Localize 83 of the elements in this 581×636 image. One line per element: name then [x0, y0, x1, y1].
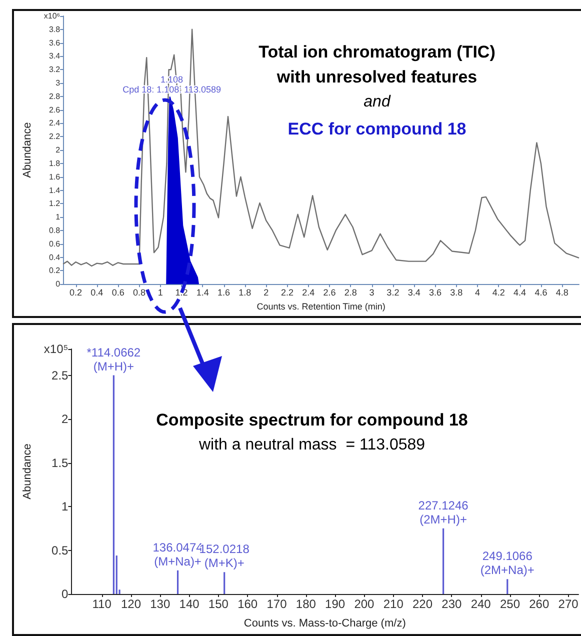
x-axis-title: Counts vs. Retention Time (min)	[256, 302, 386, 312]
x-tick-label: 260	[529, 597, 550, 611]
x-tick-label: 3.6	[428, 288, 442, 298]
y-tick-label: 2	[56, 146, 61, 155]
y-tick-label: 0.4	[48, 252, 61, 262]
y-tick-label: 0.8	[48, 226, 61, 235]
y-tick-label: 3.8	[48, 24, 61, 34]
x-tick-label: 160	[238, 597, 258, 611]
x-tick-label: 270	[558, 597, 579, 611]
x-tick-label: 3.2	[386, 288, 400, 298]
y-axis-title: Abundance	[22, 122, 34, 178]
x-tick-label: 1.4	[196, 288, 209, 298]
x-tick-label: 3.4	[408, 288, 420, 298]
annotation: ECC for compound 18	[288, 120, 466, 138]
x-tick-label: 2.2	[280, 288, 294, 298]
x-axis-title: Counts vs. Mass-to-Charge (m/z)	[244, 618, 406, 630]
line-series	[62, 28, 580, 267]
y-tick-label: 2	[62, 412, 69, 426]
x-tick-label: 4.8	[556, 288, 568, 298]
y-tick-label: x10⁶	[44, 12, 60, 20]
y-tick-label: x10⁵	[44, 342, 68, 356]
x-tick-label: 120	[120, 597, 142, 611]
x-tick-label: 130	[150, 597, 170, 611]
annotation: with unresolved features	[276, 68, 478, 86]
x-tick-label: 240	[470, 597, 492, 611]
x-tick-label: 1	[158, 288, 163, 298]
x-tick-label: 3.8	[450, 288, 463, 298]
y-tick-label: 1.8	[48, 158, 61, 168]
y-tick-label: 0	[62, 587, 69, 601]
x-tick-label: 0.4	[90, 288, 104, 298]
x-tick-label: 140	[179, 597, 200, 611]
y-tick-label: 0	[56, 280, 61, 289]
x-tick-label: 190	[325, 597, 346, 611]
y-tick-label: 3.4	[48, 52, 61, 61]
annotation: 227.1246 (2M+H)+	[418, 498, 469, 526]
annotation: *114.0662 (M+H)+	[86, 345, 141, 374]
x-tick-label: 4.2	[492, 288, 505, 298]
x-tick-label: 150	[208, 597, 229, 611]
x-tick-label: 220	[412, 597, 433, 611]
annotation: 249.1066 (2M+Na)+	[480, 549, 534, 578]
y-tick-label: 0.6	[48, 239, 61, 248]
y-tick-label: 1	[56, 212, 61, 222]
x-tick-label: 3	[369, 288, 374, 298]
x-tick-label: 250	[500, 597, 520, 611]
x-tick-label: 0.2	[70, 288, 82, 298]
y-tick-label: 3.6	[48, 38, 61, 48]
x-tick-label: 2.8	[344, 288, 357, 298]
y-tick-label: 3	[56, 78, 61, 88]
x-tick-label: 1.2	[175, 288, 188, 298]
x-tick-label: 1.8	[238, 288, 252, 298]
x-tick-label: 1.6	[218, 288, 230, 298]
x-tick-label: 170	[266, 597, 288, 611]
y-tick-label: 1.4	[48, 186, 61, 195]
y-tick-label: 1.2	[48, 199, 61, 208]
y-tick-label: 2.5	[52, 368, 69, 382]
y-axis-title: Abundance	[22, 444, 34, 500]
annotation: with a neutral mass = 113.0589	[198, 436, 426, 454]
y-tick-label: 2.8	[48, 92, 61, 101]
x-tick-label: 2.6	[323, 288, 336, 298]
x-tick-label: 200	[354, 597, 375, 611]
x-tick-label: 0.8	[132, 288, 146, 298]
x-tick-label: 4	[475, 288, 480, 298]
y-tick-label: 2.4	[48, 118, 61, 128]
y-tick-label: 0.2	[48, 266, 61, 276]
y-tick-label: 1.6	[48, 172, 61, 182]
y-tick-label: 1	[62, 500, 69, 514]
x-tick-label: 180	[296, 597, 316, 611]
y-tick-label: 0.5	[52, 543, 69, 558]
x-tick-label: 4.4	[514, 288, 526, 298]
x-tick-label: 2	[264, 288, 269, 298]
annotation: Total ion chromatogram (TIC)	[258, 42, 496, 62]
x-tick-label: 110	[92, 597, 112, 611]
y-tick-label: 3.2	[48, 65, 61, 74]
annotation: Composite spectrum for compound 18	[156, 410, 468, 430]
annotation: and	[364, 94, 392, 110]
x-tick-label: 210	[383, 597, 404, 611]
x-tick-label: 4.6	[534, 288, 548, 298]
x-tick-label: 2.4	[302, 288, 315, 298]
y-tick-label: 2.6	[48, 105, 61, 114]
x-tick-label: 230	[442, 597, 462, 611]
y-tick-label: 2.2	[48, 132, 61, 142]
x-tick-label: 0.6	[112, 288, 124, 298]
y-tick-label: 1.5	[52, 456, 69, 470]
